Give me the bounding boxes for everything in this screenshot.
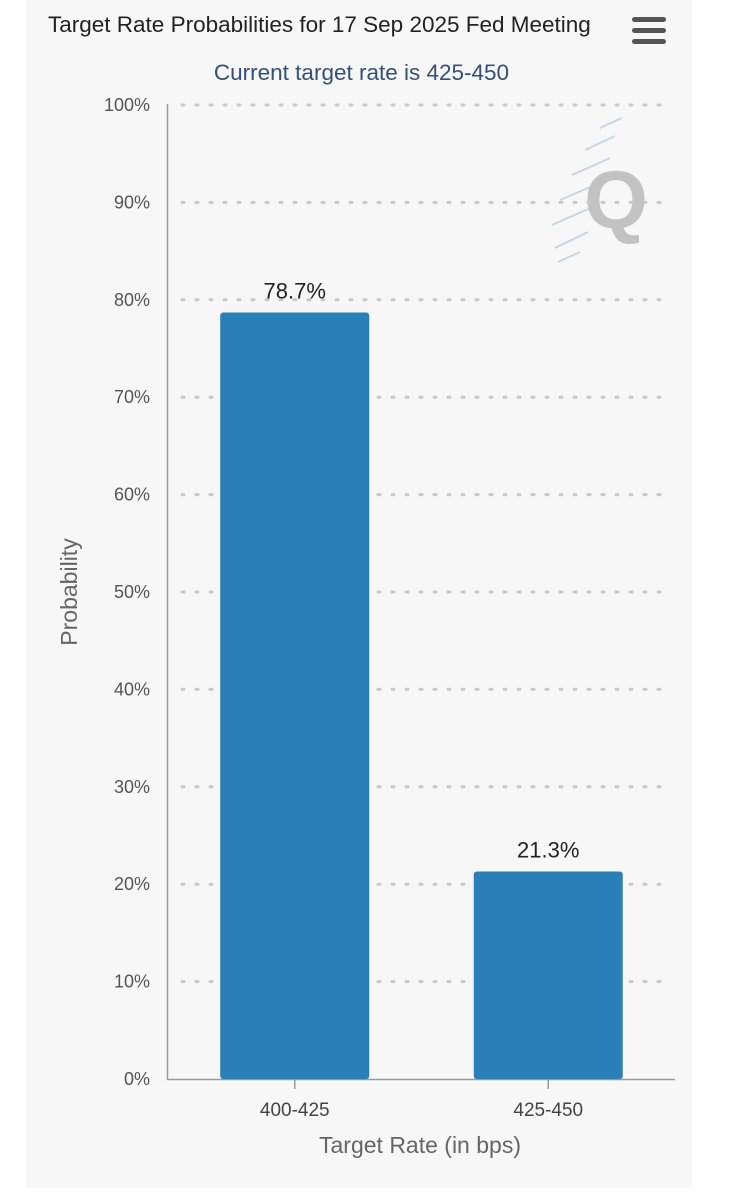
x-axis-title: Target Rate (in bps) — [319, 1132, 521, 1158]
y-tick-label: 50% — [114, 582, 150, 602]
y-tick-label: 60% — [114, 485, 150, 505]
y-tick-label: 40% — [114, 679, 150, 699]
hamburger-menu-icon-bar — [632, 39, 666, 44]
x-axis-ticks: 400-425 425-450 — [260, 1079, 583, 1121]
hamburger-menu-icon-bar — [632, 28, 666, 33]
bar-425-450[interactable] — [473, 871, 623, 1079]
y-tick-label: 90% — [114, 192, 150, 212]
watermark-logo: Q — [551, 117, 648, 263]
hamburger-menu-icon — [632, 17, 666, 22]
chart-menu-button[interactable] — [632, 17, 666, 45]
bar-400-425[interactable] — [220, 312, 370, 1079]
data-label: 78.7% — [264, 278, 326, 303]
x-tick-label: 425-450 — [513, 1100, 583, 1121]
y-tick-label: 70% — [114, 387, 150, 407]
y-tick-label: 100% — [104, 95, 150, 115]
y-axis-title: Probability — [56, 538, 82, 646]
data-labels: 78.7% 21.3% — [264, 278, 580, 862]
data-label: 21.3% — [517, 838, 579, 863]
axes — [166, 104, 675, 1081]
x-tick-label: 400-425 — [260, 1100, 330, 1121]
watermark-text: Q — [584, 155, 648, 246]
bars — [220, 312, 623, 1079]
y-tick-label: 80% — [114, 290, 150, 310]
y-tick-label: 20% — [114, 874, 150, 894]
y-axis-ticks: 0% 10% 20% 30% 40% 50% 60% 70% 80% 90% 100% — [104, 95, 150, 1089]
chart-title: Target Rate Probabilities for 17 Sep 202… — [48, 12, 591, 37]
y-tick-label: 30% — [114, 777, 150, 797]
y-tick-label: 0% — [124, 1069, 150, 1089]
y-tick-label: 10% — [114, 972, 150, 992]
chart-subtitle: Current target rate is 425-450 — [213, 60, 510, 85]
